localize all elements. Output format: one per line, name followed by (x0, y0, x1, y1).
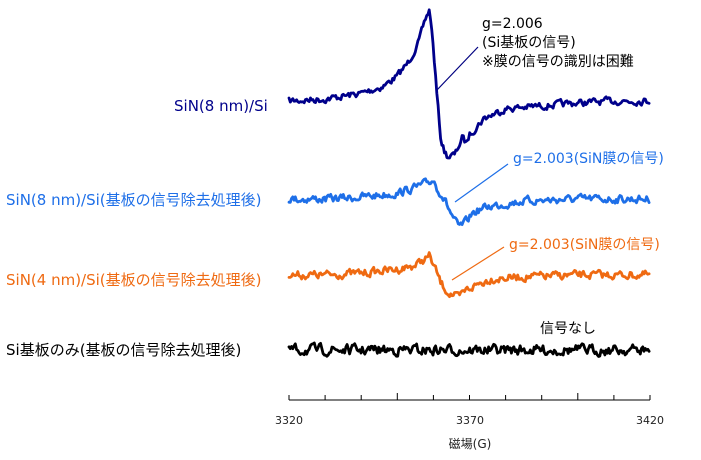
series-line-1 (287, 177, 651, 227)
annotation-sin8-g2003: g=2.003(SiN膜の信号) (513, 151, 664, 167)
annotation-g2006-line3: ※膜の信号の識別は困難 (482, 54, 634, 70)
series-label-si-only: Si基板のみ(基板の信号除去処理後) (6, 341, 242, 359)
series-line-0 (287, 8, 651, 160)
annotation-sin4-g2003: g=2.003(SiN膜の信号) (509, 237, 660, 253)
x-tick-label-3420: 3420 (636, 414, 664, 427)
series-label-sin8-processed: SiN(8 nm)/Si(基板の信号除去処理後) (6, 191, 262, 209)
series-line-3 (287, 341, 651, 358)
annotation-no-signal: 信号なし (540, 321, 596, 337)
series-label-sin8-si: SiN(8 nm)/Si (174, 97, 268, 115)
series-label-sin4-processed: SiN(4 nm)/Si(基板の信号除去処理後) (6, 271, 262, 289)
x-axis-label: 磁場(G) (448, 437, 492, 451)
leader-line-sin4 (451, 246, 505, 281)
leader-line-sin8 (454, 163, 509, 203)
annotation-g2006-line1: g=2.006 (482, 16, 543, 32)
x-tick-label-3370: 3370 (456, 414, 484, 427)
series-line-2 (287, 251, 651, 299)
annotation-g2006-line2: (Si基板の信号) (482, 35, 576, 51)
leader-line-g2006 (436, 46, 479, 91)
x-tick-label-3320: 3320 (275, 414, 303, 427)
